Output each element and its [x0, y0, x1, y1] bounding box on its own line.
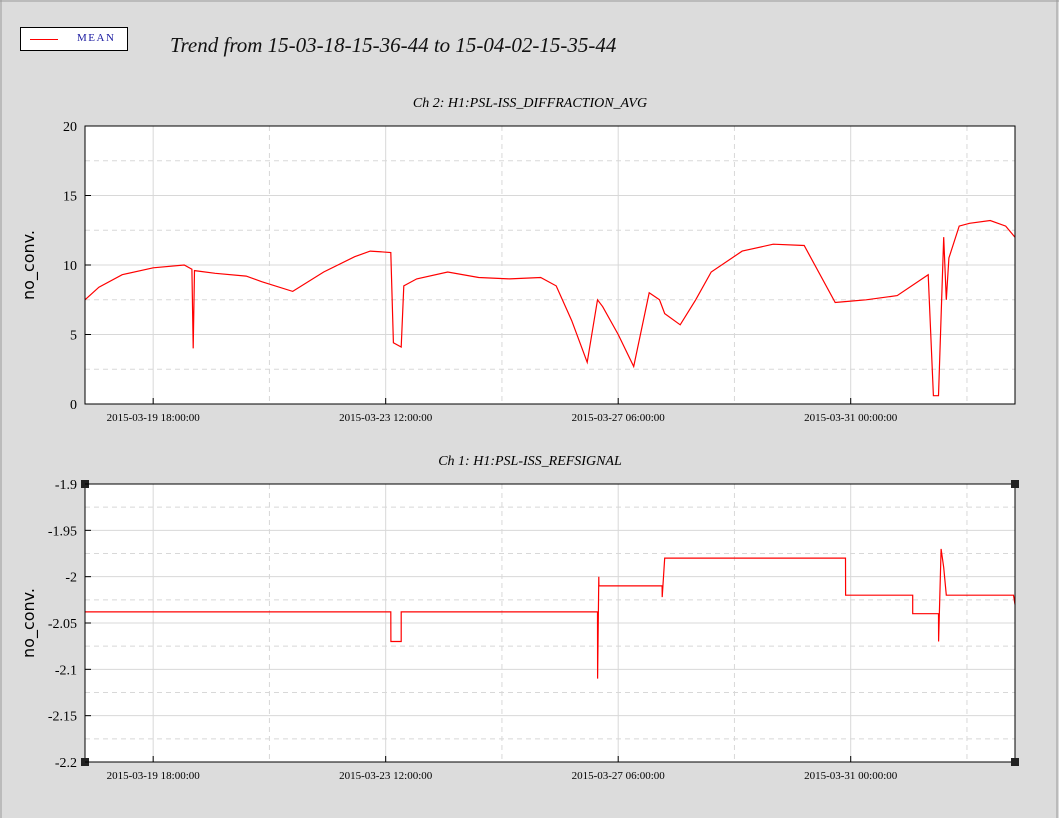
y-axis-label: no_conv.	[19, 588, 39, 658]
y-axis-label: no_conv.	[19, 230, 39, 300]
y-tick-label: 15	[63, 190, 77, 205]
y-tick-label: 5	[70, 329, 77, 344]
y-tick-label: 10	[63, 259, 77, 274]
y-tick-label: -2	[65, 571, 77, 586]
resize-handle[interactable]	[1011, 480, 1019, 488]
y-tick-label: -2.2	[55, 756, 77, 771]
series-line	[84, 219, 1016, 397]
legend-swatch	[30, 39, 58, 40]
y-tick-label: -1.95	[48, 524, 77, 539]
x-tick-label: 2015-03-31 00:00:00	[804, 770, 898, 782]
x-tick-label: 2015-03-27 06:00:00	[572, 770, 666, 782]
x-tick-label: 2015-03-19 18:00:00	[107, 770, 201, 782]
page-title: Trend from 15-03-18-15-36-44 to 15-04-02…	[170, 33, 617, 57]
series-line	[85, 548, 1016, 679]
chart-2: Ch 1: H1:PSL-ISS_REFSIGNAL -2.2 -2.15 -2.1 -…	[19, 454, 1019, 782]
y-tick-label: -2.15	[48, 710, 77, 725]
chart-title: Ch 2: H1:PSL-ISS_DIFFRACTION_AVG	[413, 96, 647, 111]
y-tick-label: 0	[70, 398, 77, 413]
x-tick-label: 2015-03-23 12:00:00	[339, 770, 433, 782]
chart-title: Ch 1: H1:PSL-ISS_REFSIGNAL	[438, 454, 622, 469]
resize-handle[interactable]	[1011, 758, 1019, 766]
y-tick-label: -2.05	[48, 617, 77, 632]
y-tick-label: -1.9	[55, 478, 77, 493]
x-tick-label: 2015-03-27 06:00:00	[572, 412, 666, 424]
legend-label: MEAN	[77, 32, 116, 44]
chart-1: Ch 2: H1:PSL-ISS_DIFFRACTION_AVG 0 5 10 15 20…	[19, 96, 1016, 424]
x-tick-label: 2015-03-31 00:00:00	[804, 412, 898, 424]
y-tick-label: -2.1	[55, 663, 77, 678]
x-tick-label: 2015-03-23 12:00:00	[339, 412, 433, 424]
x-tick-label: 2015-03-19 18:00:00	[107, 412, 201, 424]
legend: MEAN	[20, 27, 128, 51]
y-tick-label: 20	[63, 120, 77, 135]
